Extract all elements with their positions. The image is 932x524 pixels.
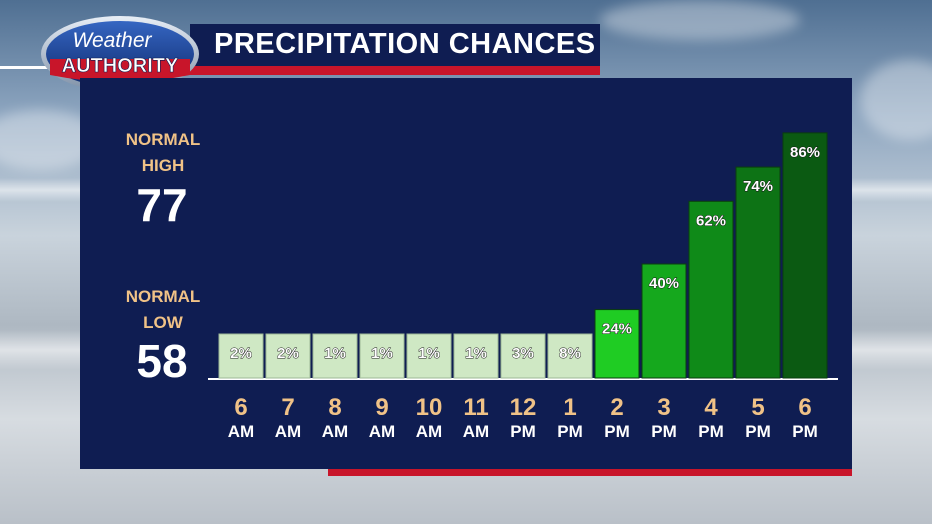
x-tick-hour: 4 — [704, 394, 718, 421]
bar-value-label: 2% — [277, 345, 299, 362]
x-tick-hour: 2 — [610, 394, 623, 421]
x-tick-period: AM — [275, 422, 301, 441]
bar-value-label: 86% — [790, 144, 820, 161]
x-tick-period: PM — [792, 422, 818, 441]
bar-6-am — [218, 333, 264, 379]
x-tick-period: AM — [369, 422, 395, 441]
x-tick-hour: 3 — [657, 394, 670, 421]
title-accent-stripe — [190, 66, 600, 75]
x-tick-hour: 9 — [375, 394, 388, 421]
background-cloud — [600, 0, 800, 40]
weather-authority-logo: Weather AUTHORITY — [41, 16, 199, 92]
x-tick-period: PM — [745, 422, 771, 441]
x-tick-period: PM — [604, 422, 630, 441]
bar-value-label: 2% — [230, 345, 252, 362]
bar-2-pm — [594, 309, 640, 379]
bar-9-am — [359, 333, 405, 379]
logo-text-weather: Weather — [73, 29, 153, 52]
bar-5-pm — [735, 166, 781, 379]
bar-8-am — [312, 333, 358, 379]
logo-text-authority: AUTHORITY — [62, 55, 179, 77]
normal-low-value: 58 — [136, 335, 188, 387]
normal-high-label-line1: NORMAL — [125, 130, 201, 149]
x-tick-hour: 6 — [798, 394, 811, 421]
bar-3-pm — [641, 263, 687, 379]
bar-7-am — [265, 333, 311, 379]
bar-value-label: 62% — [696, 212, 726, 229]
bar-12-pm — [500, 333, 546, 379]
x-tick-period: PM — [651, 422, 677, 441]
background-cloud — [860, 60, 932, 140]
bar-value-label: 3% — [512, 345, 534, 362]
x-tick-hour: 11 — [463, 394, 488, 421]
x-tick-period: PM — [510, 422, 536, 441]
bar-value-label: 1% — [465, 345, 487, 362]
x-tick-hour: 12 — [510, 394, 537, 421]
panel-accent-stripe — [328, 469, 852, 476]
bar-value-label: 1% — [418, 345, 440, 362]
normal-high-value: 77 — [136, 179, 188, 231]
x-tick-period: PM — [557, 422, 583, 441]
bar-1-pm — [547, 333, 593, 379]
normal-low-label-line1: NORMAL — [125, 287, 201, 306]
bar-value-label: 8% — [559, 345, 581, 362]
bar-value-label: 40% — [649, 275, 679, 292]
bar-value-label: 1% — [324, 345, 346, 362]
bar-value-label: 24% — [602, 321, 632, 338]
x-tick-hour: 6 — [234, 394, 247, 421]
x-tick-period: AM — [228, 422, 254, 441]
bar-4-pm — [688, 200, 734, 379]
header-divider-line — [0, 66, 60, 69]
bar-value-label: 74% — [743, 178, 773, 195]
bar-value-label: 1% — [371, 345, 393, 362]
x-tick-hour: 7 — [281, 394, 294, 421]
bar-10-am — [406, 333, 452, 379]
x-tick-period: AM — [322, 422, 348, 441]
x-tick-hour: 8 — [328, 394, 341, 421]
normal-high-label-line2: HIGH — [141, 156, 185, 175]
x-tick-hour: 10 — [416, 394, 443, 421]
x-tick-hour: 5 — [751, 394, 764, 421]
bar-11-am — [453, 333, 499, 379]
x-tick-hour: 1 — [563, 394, 576, 421]
normal-low-label-line2: LOW — [143, 313, 183, 332]
title-bar — [190, 24, 600, 66]
x-tick-period: AM — [463, 422, 489, 441]
x-tick-period: PM — [698, 422, 724, 441]
page-title: PRECIPITATION CHANCES — [214, 28, 596, 60]
x-tick-period: AM — [416, 422, 442, 441]
bar-6-pm — [782, 132, 828, 379]
